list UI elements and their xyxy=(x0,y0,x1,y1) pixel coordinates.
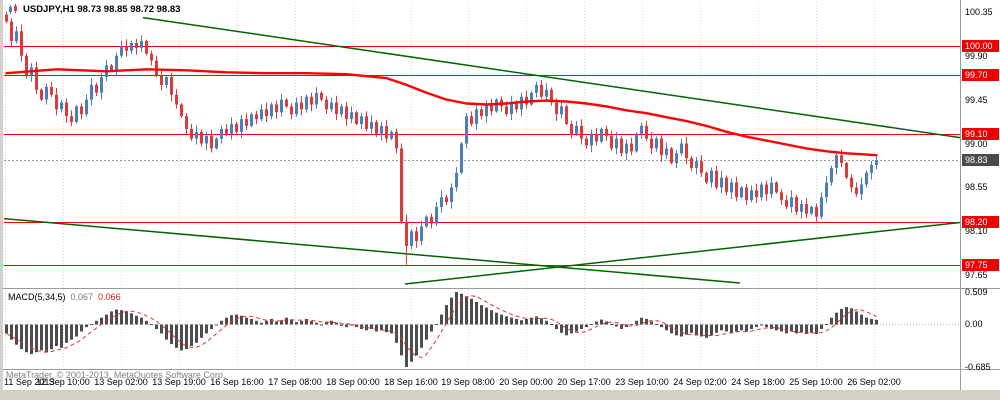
horizontal-level-lines[interactable] xyxy=(4,46,960,266)
macd-signal-line xyxy=(6,295,877,359)
time-gridlines xyxy=(5,2,875,368)
price-axis-label: 98.55 xyxy=(965,182,988,193)
price-axis-label: 99.90 xyxy=(965,50,988,61)
time-axis[interactable]: 11 Sep 2013 12 Sep 10:00 13 Sep 02:00 13 Se… xyxy=(0,377,960,390)
main-chart-plot[interactable] xyxy=(4,0,960,285)
time-axis-label: 26 Sep 02:00 xyxy=(847,377,901,387)
moving-average-line[interactable] xyxy=(5,68,878,157)
macd-plot[interactable] xyxy=(4,292,960,368)
macd-axis-label: 0.509 xyxy=(965,287,988,297)
time-axis-label: 11 Sep 2013 xyxy=(4,377,55,387)
macd-axis-label: -0.685 xyxy=(965,362,991,372)
time-axis-label: 19 Sep 08:00 xyxy=(441,377,495,387)
time-axis-label: 12 Sep 10:00 xyxy=(36,377,90,387)
time-axis-label: 24 Sep 02:00 xyxy=(673,377,727,387)
price-axis-label: 98.10 xyxy=(965,226,988,237)
time-axis-label: 25 Sep 10:00 xyxy=(789,377,843,387)
macd-title: MACD(5,34,5) xyxy=(8,292,66,302)
symbol-ohlc-text: USDJPY,H1 98.73 98.85 98.72 98.83 xyxy=(23,4,181,15)
price-level-badge: 98.20 xyxy=(962,215,999,228)
macd-axis-label: 0.00 xyxy=(965,318,983,329)
price-level-badge: 100.00 xyxy=(962,39,999,52)
price-axis-label: 99.00 xyxy=(965,138,988,149)
time-axis-label: 24 Sep 18:00 xyxy=(731,377,785,387)
price-axis[interactable]: 100.35 99.90 99.45 99.00 98.55 98.10 97.65 100.… xyxy=(961,0,1000,390)
symbol-ohlc-label: USDJPY,H1 98.73 98.85 98.72 98.83 xyxy=(7,4,180,15)
macd-main-value: 0.067 xyxy=(70,292,94,302)
macd-histogram xyxy=(5,292,878,367)
time-axis-label: 16 Sep 16:00 xyxy=(210,377,264,387)
time-axis-label: 18 Sep 16:00 xyxy=(384,377,438,387)
time-axis-label: 13 Sep 19:00 xyxy=(152,377,206,387)
time-axis-label: 20 Sep 00:00 xyxy=(499,377,553,387)
candles xyxy=(5,11,878,266)
price-level-badge: 99.70 xyxy=(962,69,999,82)
time-axis-label: 17 Sep 08:00 xyxy=(268,377,322,387)
time-axis-label: 13 Sep 02:00 xyxy=(94,377,148,387)
time-axis-label: 23 Sep 10:00 xyxy=(615,377,669,387)
price-axis-label: 100.35 xyxy=(965,6,993,17)
price-level-badge: 97.75 xyxy=(962,259,999,272)
current-price-badge: 98.83 xyxy=(962,154,999,167)
time-axis-label: 20 Sep 17:00 xyxy=(557,377,611,387)
candlestick-chart-icon xyxy=(9,4,17,14)
price-axis-label: 99.45 xyxy=(965,94,988,105)
macd-signal-value: 0.066 xyxy=(98,292,121,302)
time-axis-label: 18 Sep 00:00 xyxy=(326,377,380,387)
macd-indicator-label: MACD(5,34,5) 0.067 0.066 xyxy=(8,292,121,302)
price-level-badge: 99.10 xyxy=(962,127,999,140)
trendlines[interactable] xyxy=(3,16,961,285)
price-axis-label: 97.65 xyxy=(965,270,988,281)
copyright-watermark: MetaTrader, © 2001-2013, MetaQuotes Soft… xyxy=(6,370,226,380)
